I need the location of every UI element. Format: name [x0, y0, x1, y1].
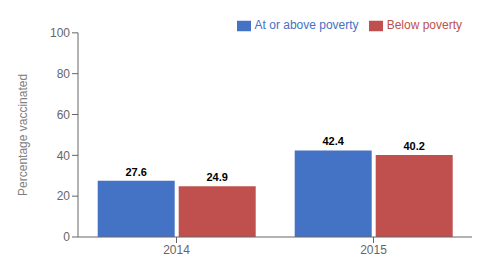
svg-text:2014: 2014 — [163, 243, 190, 257]
svg-text:40.2: 40.2 — [403, 140, 424, 152]
svg-text:2015: 2015 — [360, 243, 387, 257]
html-text:Below poverty: Below poverty — [386, 18, 462, 32]
svg-text:60: 60 — [57, 108, 71, 122]
svg-text:0: 0 — [63, 230, 70, 244]
html-text:At or above poverty: At or above poverty — [254, 18, 359, 32]
svg-text:27.6: 27.6 — [125, 166, 146, 178]
svg-text:100: 100 — [50, 26, 70, 40]
svg-text:40: 40 — [57, 149, 71, 163]
svg-text:24.9: 24.9 — [206, 171, 227, 183]
svg-text:20: 20 — [57, 189, 71, 203]
svg-text:80: 80 — [57, 67, 71, 81]
svg-text:42.4: 42.4 — [322, 135, 344, 147]
svg-text:Percentage vaccinated: Percentage vaccinated — [16, 74, 30, 196]
